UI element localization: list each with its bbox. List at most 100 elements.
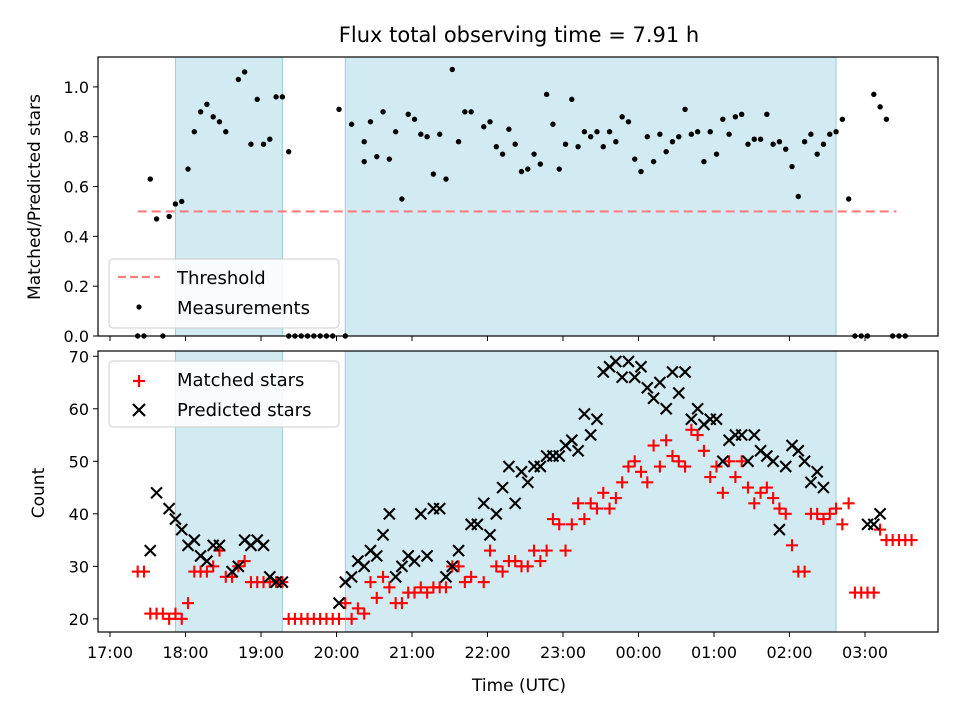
measurement-point	[594, 129, 600, 135]
x-tick-label: 03:00	[842, 643, 888, 662]
matched-star-point	[358, 607, 371, 620]
predicted-star-point	[622, 355, 635, 368]
predicted-star-point	[590, 413, 604, 426]
predicted-star-point	[483, 528, 497, 542]
count-ticks: 17:00 18:00 19:00 20:00 21:00 22:00 23:00 00:00…	[69, 347, 888, 662]
matched-star-point	[364, 576, 377, 589]
measurement-point	[537, 161, 544, 167]
matched-star-point	[685, 423, 698, 436]
measurement-point	[285, 148, 292, 155]
matched-star-point	[635, 465, 648, 478]
measurement-point	[757, 136, 764, 142]
y-tick-label: 30	[69, 557, 89, 576]
y-tick-label: 50	[69, 452, 89, 471]
predicted-star-point	[389, 570, 402, 584]
measurement-point	[707, 129, 713, 135]
predicted-star-point	[641, 381, 654, 395]
measurement-point	[279, 94, 286, 100]
ratio-marks	[134, 66, 908, 339]
predicted-star-point	[659, 402, 673, 416]
predicted-star-point	[452, 544, 465, 557]
matched-star-point	[439, 581, 452, 594]
measurement-point	[191, 129, 198, 135]
matched-star-point	[691, 429, 704, 442]
measurement-point	[795, 193, 802, 200]
predicted-star-point	[810, 465, 824, 479]
y-tick-label: 40	[69, 505, 89, 524]
y-tick-label: 60	[69, 400, 89, 419]
matched-star-point	[590, 502, 603, 515]
measurement-point	[883, 116, 890, 122]
matched-star-point	[836, 518, 849, 531]
measurement-point	[562, 141, 569, 147]
measurement-point	[204, 101, 210, 108]
predicted-star-point	[798, 455, 811, 468]
matched-star-point	[584, 497, 597, 510]
count-marks	[131, 355, 918, 625]
predicted-star-point	[144, 544, 157, 557]
measurement-point	[436, 131, 443, 137]
predicted-star-point	[741, 455, 755, 468]
predicted-star-point	[552, 449, 566, 463]
matched-star-point	[672, 455, 685, 468]
measurement-point	[487, 119, 493, 125]
matched-star-point	[182, 597, 195, 610]
threshold-legend-label: Threshold	[176, 268, 266, 289]
predicted-star-point	[508, 497, 522, 510]
matched-star-point	[395, 597, 408, 610]
measurement-point	[625, 119, 632, 125]
count-y-axis-label: Count	[29, 467, 49, 518]
matched-star-point	[641, 476, 654, 489]
predicted-star-point	[672, 386, 686, 400]
predicted-star-point	[571, 444, 585, 458]
predicted-legend-label: Predicted stars	[177, 400, 311, 421]
measurement-point	[210, 114, 216, 120]
measurement-point	[374, 153, 380, 160]
matched-star-point	[137, 565, 150, 578]
x-tick-label: 02:00	[766, 643, 812, 662]
observing-intervals	[174, 56, 837, 337]
predicted-star-point	[666, 365, 679, 379]
count-legend: Matched stars Predicted stars	[108, 360, 340, 428]
x-tick-label: 00:00	[615, 643, 661, 662]
x-tick-label: 23:00	[540, 643, 586, 662]
matched-star-point	[484, 544, 497, 557]
matched-star-point	[200, 565, 213, 578]
measurement-point	[613, 138, 619, 145]
predicted-star-point	[735, 428, 748, 442]
predicted-star-point	[615, 371, 629, 384]
predicted-star-point	[150, 486, 163, 500]
measurement-point	[449, 66, 455, 73]
matched-star-point	[345, 612, 358, 625]
measurement-point	[776, 138, 783, 145]
measurement-point	[367, 119, 374, 125]
y-tick-label: 0.6	[64, 178, 89, 197]
measurement-point	[424, 134, 430, 140]
measurement-point	[392, 129, 399, 135]
ratio-ticks: 0.0 0.2 0.4 0.6 0.8 1.0	[64, 78, 866, 346]
predicted-star-point	[408, 554, 421, 568]
matched-star-point	[754, 486, 767, 499]
measurement-point	[581, 129, 588, 135]
measurement-point	[399, 196, 405, 202]
matched-star-point	[540, 544, 553, 557]
matched-star-point	[874, 523, 887, 536]
y-tick-label: 0.4	[64, 227, 89, 246]
matched-star-point	[760, 481, 773, 494]
matched-star-point	[377, 570, 390, 583]
matched-star-point	[798, 565, 811, 578]
measurement-point	[512, 141, 518, 147]
matched-star-point	[748, 497, 761, 510]
measurement-point	[600, 143, 606, 150]
predicted-star-point	[439, 570, 453, 584]
count-panel: 17:00 18:00 19:00 20:00 21:00 22:00 23:00 00:00…	[29, 347, 939, 696]
predicted-star-point	[345, 570, 358, 584]
matched-star-point	[811, 507, 824, 520]
predicted-star-point	[420, 549, 434, 563]
predicted-star-point	[213, 539, 226, 552]
predicted-star-point	[433, 502, 446, 515]
matched-star-point	[534, 555, 547, 568]
ratio-legend: Threshold Measurements	[108, 258, 340, 329]
predicted-legend-swatch	[132, 403, 146, 417]
